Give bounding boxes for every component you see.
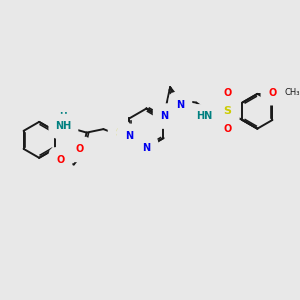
Text: S: S [223,106,231,116]
Text: O: O [76,144,84,154]
Text: N: N [176,100,184,110]
Text: CH₃: CH₃ [284,88,300,97]
Text: N: N [142,143,151,153]
Text: N: N [160,111,169,121]
Text: O: O [223,124,231,134]
Text: O: O [268,88,277,98]
Text: S: S [116,128,123,138]
Text: O: O [223,88,231,98]
Text: O: O [56,155,64,165]
Text: N: N [125,131,133,141]
Text: NH: NH [55,121,71,130]
Text: HN: HN [196,111,212,121]
Text: H
N: H N [59,112,66,132]
